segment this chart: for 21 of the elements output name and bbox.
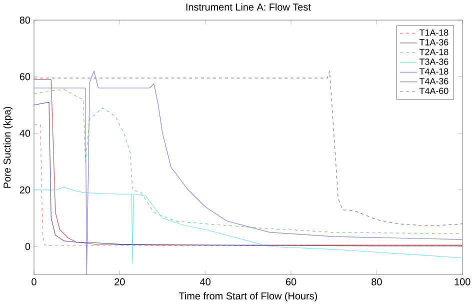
- x-tick-label: 0: [32, 278, 36, 286]
- legend-label: T4A-36: [419, 78, 448, 84]
- x-tick-label: 60: [286, 278, 296, 286]
- x-tick-label: 80: [372, 278, 382, 286]
- legend-label: T3A-36: [419, 58, 448, 66]
- x-tick-label: 40: [200, 278, 210, 286]
- legend-label: T1A-36: [419, 39, 448, 46]
- y-tick-label: 20: [20, 186, 30, 194]
- legend-label: T4A-60: [419, 88, 448, 94]
- legend-label: T4A-18: [419, 68, 448, 75]
- y-tick-label: 60: [20, 73, 30, 80]
- y-tick-label: 80: [20, 16, 30, 24]
- legend-label: T1A-18: [419, 29, 448, 36]
- chart-title: Instrument Line A: Flow Test: [186, 3, 311, 11]
- x-axis-title: Time from Start of Flow (Hours): [178, 292, 317, 302]
- x-tick-label: 20: [114, 278, 125, 286]
- x-tick-label: 100: [454, 278, 470, 286]
- y-tick-label: 0: [25, 243, 30, 250]
- y-tick-label: 40: [20, 130, 30, 137]
- legend-label: T2A-18: [419, 48, 448, 56]
- y-axis-title: Pore Suction (kpa): [3, 107, 13, 188]
